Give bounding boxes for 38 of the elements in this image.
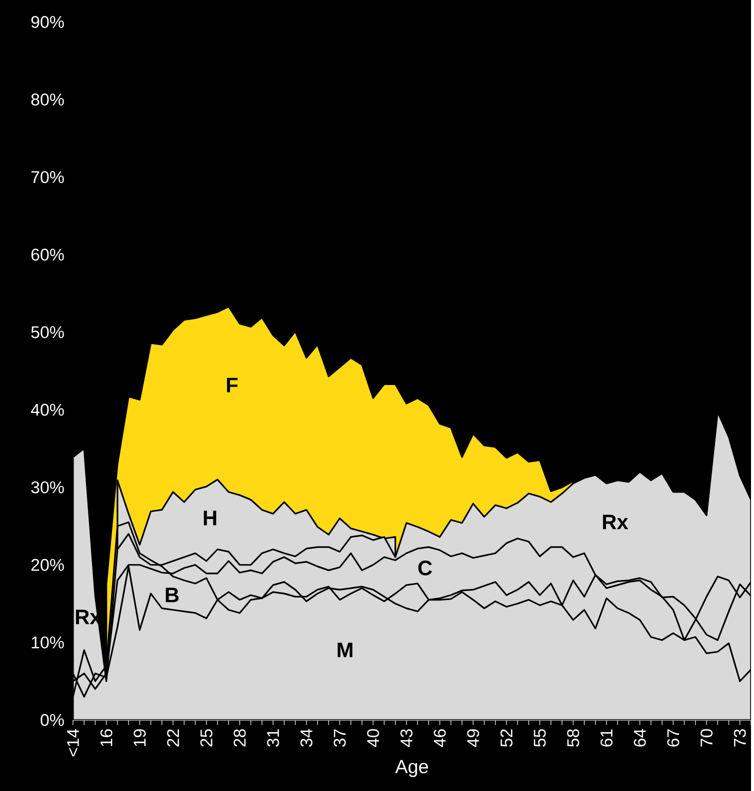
x-tick-label: 58 [567,729,580,747]
annotation: Rx [602,514,628,530]
x-tick-label: 55 [534,729,546,747]
x-tick-label: 46 [434,729,446,747]
y-tick-label: 0% [40,714,64,726]
y-tick-label: 30% [31,481,64,494]
x-tick-label: 70 [700,729,712,746]
annotation: F [226,378,238,392]
x-tick-label: 49 [466,729,479,747]
x-tick-label: 64 [634,729,646,746]
x-tick-label: 43 [400,729,412,747]
annotation: H [204,510,216,526]
y-tick-label: 70% [31,171,64,184]
x-tick-label: 19 [134,729,146,746]
annotation: C [418,560,432,576]
y-tick-label: 10% [32,636,64,648]
y-tick-label: 20% [31,558,64,571]
y-tick-label: 50% [31,326,64,338]
y-tick-label: 40% [30,404,64,416]
x-tick-label: 37 [334,729,346,747]
annotation: M [338,642,352,658]
x-tick-label: 34 [300,729,312,747]
annotation: B [166,588,178,602]
x-tick-label: 40 [366,729,379,747]
x-tick-label: 67 [667,729,680,746]
x-tick-label: 31 [266,729,279,747]
x-tick-label: 52 [500,729,512,747]
y-tick-label: 90% [31,16,64,28]
x-tick-label: 25 [200,729,212,746]
x-tick-label: 16 [100,729,112,746]
x-tick-label: 22 [166,729,179,746]
x-tick-label: 61 [600,729,612,746]
y-tick-label: 60% [31,248,64,261]
y-tick-label: 80% [31,94,64,106]
x-tick-label: 28 [234,729,246,746]
x-axis-title: Age [395,760,428,778]
x-tick-label: 73 [734,729,746,746]
x-tick-label: <14 [67,729,79,756]
